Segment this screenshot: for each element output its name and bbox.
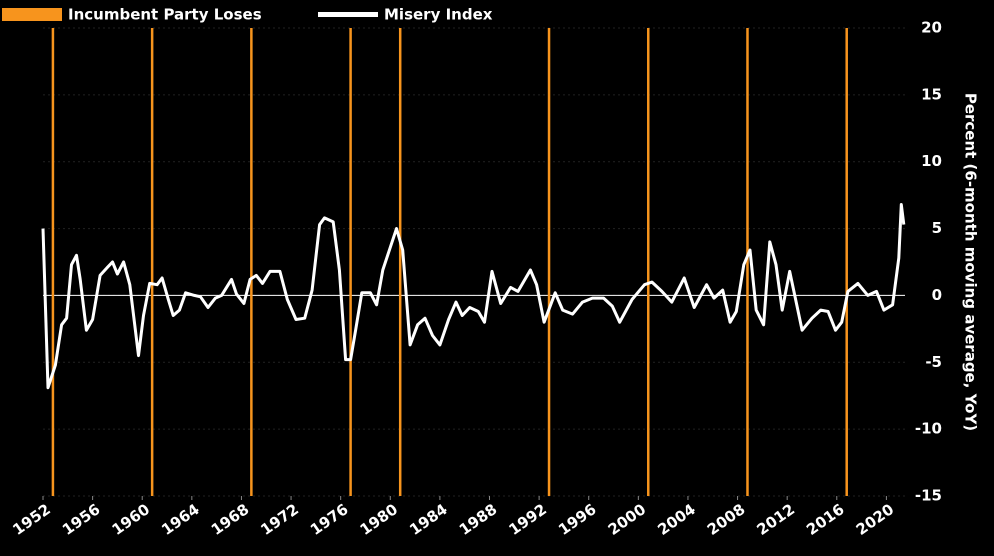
x-tick-label: 1968 — [208, 500, 253, 539]
x-tick-label: 1960 — [109, 500, 154, 539]
x-tick-label: 2000 — [605, 500, 650, 539]
x-tick-label: 1964 — [158, 500, 203, 539]
x-tick-label: 2008 — [704, 500, 749, 539]
x-tick-label: 1980 — [357, 500, 402, 539]
y-tick-label: -10 — [915, 420, 942, 438]
y-tick-label: 5 — [932, 219, 942, 237]
x-tick-label: 1992 — [505, 500, 550, 539]
line-series — [41, 203, 906, 390]
x-tick-label: 1996 — [555, 500, 600, 539]
x-tick-label: 1976 — [307, 500, 352, 539]
y-tick-label: -15 — [915, 487, 942, 505]
x-tick-label: 2004 — [654, 500, 699, 539]
legend-swatch — [2, 8, 62, 21]
y-tick-label: 15 — [921, 85, 942, 103]
legend-swatch — [318, 12, 378, 17]
y-tick-label: 10 — [921, 152, 942, 170]
x-tick-label: 1984 — [406, 500, 451, 539]
x-tick-label: 2012 — [754, 500, 799, 539]
x-tick-label: 1952 — [9, 500, 54, 539]
y-axis-title: Percent (6-month moving average, YoY) — [962, 93, 980, 431]
x-tick-label: 2016 — [803, 500, 848, 539]
legend-label: Misery Index — [384, 6, 493, 24]
x-tick-label: 1988 — [456, 500, 501, 539]
y-tick-label: 0 — [932, 286, 942, 304]
x-tick-label: 1972 — [257, 500, 302, 539]
y-tick-label: -5 — [925, 353, 942, 371]
x-tick-label: 2020 — [853, 500, 898, 539]
x-tick-label: 1956 — [59, 500, 104, 539]
legend-label: Incumbent Party Loses — [68, 6, 262, 24]
y-tick-label: 20 — [921, 19, 942, 37]
